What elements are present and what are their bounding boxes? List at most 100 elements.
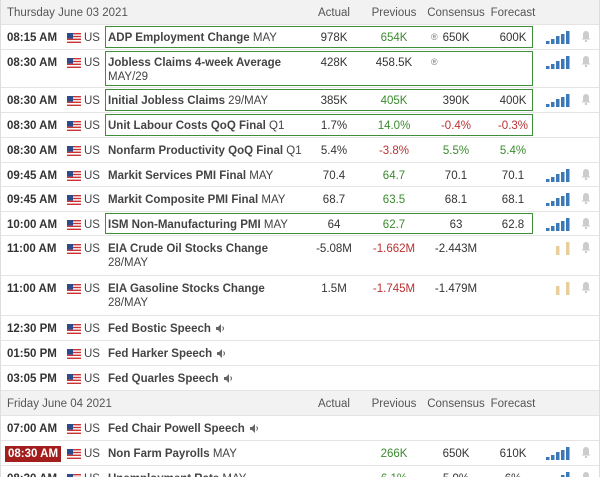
event-name: Unit Labour Costs QoQ Final	[108, 120, 266, 132]
country: US	[84, 57, 100, 69]
time: 10:00 AM	[7, 219, 58, 231]
event-row[interactable]: 11:00 AM US EIA Gasoline Stocks Change 28/M…	[1, 276, 599, 316]
us-flag	[67, 171, 81, 181]
event-row[interactable]: 08:30 AM US Non Farm Payrolls MAY 266K 650K 6…	[1, 441, 599, 466]
actual: 428K	[320, 57, 348, 69]
alert-bell	[581, 242, 591, 253]
period: 29/MAY	[228, 95, 269, 107]
time: 12:30 PM	[7, 323, 57, 335]
country: US	[84, 472, 100, 477]
event-row[interactable]: 01:50 PM US Fed Harker Speech	[1, 341, 599, 366]
speaker-icon	[249, 424, 258, 433]
column-header: Actual	[318, 7, 350, 19]
event-row[interactable]: 08:15 AM US ADP Employment Change MAY 978K 6…	[1, 25, 599, 50]
us-flag	[67, 195, 81, 205]
time: 11:00 AM	[7, 283, 57, 295]
period: MAY	[261, 194, 286, 206]
mini-chart	[561, 472, 570, 477]
time: 08:30 AM	[7, 145, 58, 157]
time: 09:45 AM	[7, 194, 58, 206]
event: Initial Jobless Claims 29/MAY	[108, 94, 268, 108]
period: 28/MAY	[108, 257, 149, 269]
event-row[interactable]: 09:45 AM US Markit Services PMI Final MAY 7…	[1, 163, 599, 187]
alert-bell	[581, 282, 591, 293]
event-row[interactable]: 03:05 PM US Fed Quarles Speech	[1, 366, 599, 391]
event: Fed Bostic Speech	[108, 322, 211, 336]
event-row[interactable]: 08:30 AM US Unit Labour Costs QoQ Final Q1…	[1, 113, 599, 138]
actual: 1.5M	[321, 283, 347, 295]
event: EIA Gasoline Stocks Change 28/MAY	[108, 282, 265, 310]
time: 03:05 PM	[7, 373, 57, 385]
alert-bell	[581, 218, 591, 229]
event: Markit Services PMI Final MAY	[108, 169, 273, 183]
event-row[interactable]: 08:30 AM US Unemployment Rate MAY 6.1%5.9%6…	[1, 466, 599, 477]
actual: 1.7%	[320, 120, 348, 132]
mini-chart	[556, 282, 570, 295]
country: US	[84, 283, 100, 295]
actual: 70.4	[322, 170, 346, 182]
previous: 405K	[380, 95, 408, 107]
event-name: Fed Bostic Speech	[108, 323, 211, 335]
actual: 978K	[320, 32, 348, 44]
mini-chart	[546, 56, 570, 69]
country: US	[84, 243, 100, 255]
highlight-box	[105, 89, 533, 111]
country: US	[84, 120, 100, 132]
us-flag	[67, 220, 81, 230]
event-row[interactable]: 07:00 AM US Fed Chair Powell Speech	[1, 416, 599, 441]
time: 07:00 AM	[7, 423, 58, 435]
previous: 62.7	[382, 219, 406, 231]
country: US	[84, 423, 100, 435]
event-row[interactable]: 08:30 AM US Nonfarm Productivity QoQ Final…	[1, 138, 599, 163]
event: Unit Labour Costs QoQ Final Q1	[108, 119, 284, 133]
country: US	[84, 448, 100, 460]
mini-chart	[546, 169, 570, 182]
event-name: Jobless Claims 4-week Average	[108, 57, 282, 69]
event-name: Fed Chair Powell Speech	[108, 423, 245, 435]
event-name: Unemployment Rate	[108, 473, 219, 477]
period: MAY	[263, 219, 288, 231]
event-name: EIA Gasoline Stocks Change	[108, 283, 265, 295]
mini-chart	[546, 31, 570, 44]
forecast: 400K	[499, 95, 527, 107]
date: Thursday June 03 2021	[7, 7, 128, 19]
event-row[interactable]: 08:30 AM US Initial Jobless Claims 29/MAY 3…	[1, 88, 599, 113]
country: US	[84, 32, 100, 44]
event-row[interactable]: 09:45 AM US Markit Composite PMI Final MAY…	[1, 187, 599, 212]
us-flag	[67, 374, 81, 384]
event-name: ISM Non-Manufacturing PMI	[108, 219, 261, 231]
us-flag	[67, 349, 81, 359]
us-flag	[67, 284, 81, 294]
event-row[interactable]: 12:30 PM US Fed Bostic Speech	[1, 316, 599, 341]
consensus: 70.1	[444, 170, 468, 182]
alert-bell	[581, 94, 591, 105]
event-row[interactable]: 10:00 AM US ISM Non-Manufacturing PMI MAY 6…	[1, 212, 599, 236]
actual: -5.08M	[316, 243, 352, 255]
consensus: 390K	[442, 95, 470, 107]
event-name: ADP Employment Change	[108, 32, 250, 44]
column-header: Actual	[318, 398, 350, 410]
country: US	[84, 194, 100, 206]
alert-bell	[581, 169, 591, 180]
time: 08:30 AM	[5, 446, 62, 462]
forecast: 610K	[499, 448, 527, 460]
previous: 654K	[380, 32, 408, 44]
forecast: 600K	[499, 32, 527, 44]
previous: 6.1%	[359, 472, 429, 477]
time: 09:45 AM	[7, 170, 58, 182]
event-row[interactable]: 08:30 AM US Jobless Claims 4-week Average M…	[1, 50, 599, 88]
revised-icon: ®	[431, 32, 438, 42]
period: MAY	[252, 32, 277, 44]
consensus: -1.479M	[434, 283, 478, 295]
period: MAY/29	[108, 71, 149, 83]
column-header: Consensus	[427, 7, 485, 19]
forecast: 70.1	[501, 170, 525, 182]
event-row[interactable]: 11:00 AM US EIA Crude Oil Stocks Change 28/…	[1, 236, 599, 276]
alert-bell	[583, 472, 589, 477]
period: MAY	[222, 473, 246, 477]
time: 11:00 AM	[7, 243, 57, 255]
event: Fed Harker Speech	[108, 347, 212, 361]
country: US	[84, 348, 100, 360]
consensus: 63	[449, 219, 463, 231]
